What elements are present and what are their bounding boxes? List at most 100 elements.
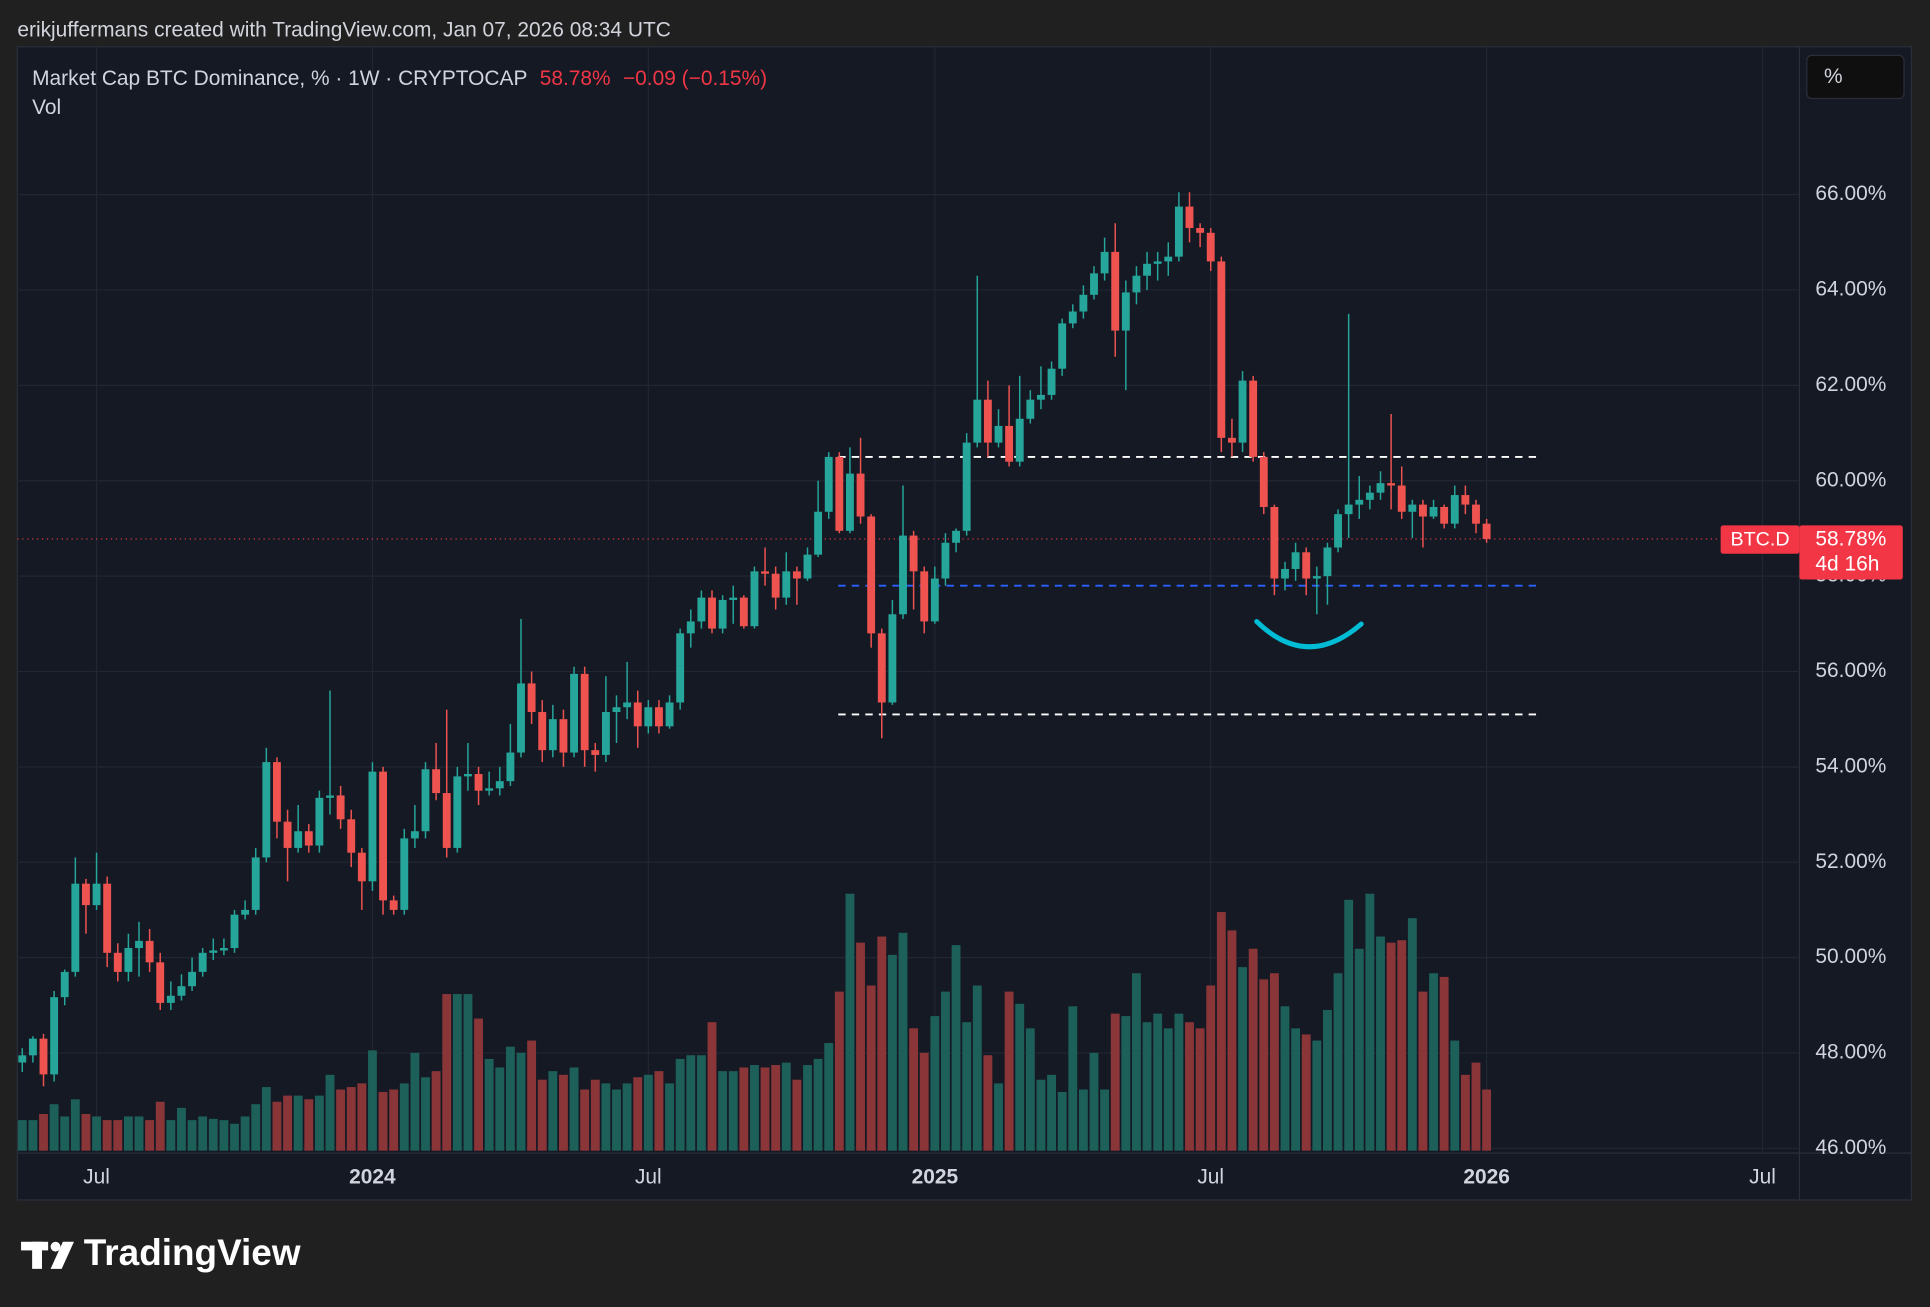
volume-bar	[834, 991, 844, 1151]
volume-bar	[771, 1065, 781, 1151]
candle-body	[941, 542, 950, 579]
candle-body	[336, 795, 345, 820]
volume-bar	[39, 1113, 48, 1151]
volume-bar	[219, 1120, 229, 1151]
volume-bar	[824, 1043, 834, 1151]
volume-bar	[559, 1074, 568, 1151]
candle-body	[241, 909, 250, 915]
volume-bar	[484, 1058, 494, 1151]
candle-body	[442, 793, 451, 848]
candle-body	[368, 771, 377, 882]
volume-bar	[718, 1071, 728, 1151]
candle-body	[1037, 394, 1045, 400]
candle-body	[676, 633, 685, 703]
volume-bar	[537, 1079, 547, 1151]
x-tick-label: Jul	[83, 1165, 110, 1188]
candle-body	[326, 795, 334, 798]
candle-body	[665, 702, 674, 727]
candle-body	[1419, 504, 1427, 517]
volume-bar	[1259, 979, 1269, 1151]
volume-bar	[261, 1087, 271, 1151]
candle-body	[1121, 292, 1130, 331]
volume-bar	[633, 1077, 643, 1151]
volume-bar	[251, 1104, 261, 1151]
volume-bar	[739, 1067, 749, 1151]
volume-bar	[1110, 1013, 1120, 1151]
volume-bar	[813, 1058, 823, 1151]
candle-body	[1461, 495, 1470, 505]
candle-body	[1323, 547, 1332, 577]
candle-body	[135, 940, 143, 949]
volume-bar	[1269, 973, 1279, 1151]
candle-body	[464, 774, 472, 777]
candle-body	[421, 769, 430, 832]
volume-bar	[399, 1083, 409, 1151]
volume-bar	[1291, 1028, 1301, 1151]
volume-bar	[272, 1101, 282, 1151]
candle-body	[124, 948, 133, 972]
volume-bar	[686, 1055, 696, 1151]
y-tick-label: 48.00%	[1815, 1040, 1886, 1063]
volume-bar	[930, 1016, 940, 1151]
candle-body	[251, 857, 260, 910]
candle-body	[1472, 504, 1480, 524]
volume-bar	[1089, 1052, 1099, 1151]
volume-bar	[1100, 1089, 1110, 1151]
volume-bar	[1482, 1089, 1492, 1151]
x-tick-label: Jul	[1197, 1165, 1224, 1188]
volume-bar	[1036, 1079, 1046, 1151]
candles	[18, 192, 1491, 1087]
chart-pane	[16, 46, 1913, 1201]
volume-bar	[1301, 1034, 1311, 1151]
last-value: 58.78%	[540, 66, 611, 89]
candle-body	[474, 774, 483, 791]
volume-bar	[60, 1116, 70, 1151]
volume-bar	[1248, 948, 1258, 1151]
candle-body	[1408, 504, 1417, 512]
volume-bar	[1439, 976, 1449, 1151]
volume-bar	[177, 1107, 186, 1151]
candle-body	[1143, 263, 1151, 276]
x-tick-label: 2026	[1463, 1165, 1510, 1188]
candle-body	[315, 797, 324, 846]
candle-body	[973, 399, 982, 443]
symbol-tag	[1720, 525, 1800, 554]
volume-bar	[1057, 1091, 1067, 1151]
volume-bar	[1121, 1016, 1131, 1151]
attribution: erikjuffermans created with TradingView.…	[17, 18, 670, 41]
volume-bar	[792, 1079, 802, 1151]
volume-bar	[1227, 930, 1237, 1151]
candle-body	[601, 712, 610, 755]
volume-bar	[1344, 899, 1354, 1151]
candle-body	[1015, 418, 1024, 462]
volume-bar	[357, 1083, 367, 1151]
candle-body	[644, 707, 653, 727]
candle-body	[1440, 506, 1449, 524]
candle-body	[283, 821, 292, 848]
candle-body	[1111, 251, 1120, 331]
volume-bar	[155, 1101, 165, 1151]
volume-bar	[463, 994, 473, 1151]
volume-bar	[1407, 918, 1417, 1151]
candle-body	[1365, 492, 1374, 500]
candle-body	[1259, 456, 1268, 507]
scale-button[interactable]	[1806, 54, 1905, 100]
scale-button-label[interactable]: %	[1824, 65, 1843, 88]
volume-bar	[230, 1123, 239, 1151]
volume-bar	[70, 1099, 80, 1151]
candle-body	[548, 719, 557, 751]
candle-body	[379, 771, 387, 901]
volume-bar	[1185, 1022, 1194, 1151]
volume-bar	[919, 1052, 929, 1151]
volume-bar	[1195, 1028, 1205, 1151]
candle-body	[708, 597, 716, 629]
volume-bar	[643, 1074, 653, 1151]
candle-body	[612, 707, 621, 713]
candle-body	[18, 1055, 27, 1063]
brand: TradingView	[84, 1232, 301, 1273]
volume-bar	[134, 1116, 144, 1151]
candle-body	[559, 719, 568, 753]
y-tick-label: 66.00%	[1815, 182, 1886, 205]
candle-body	[230, 914, 239, 949]
volume-bar	[452, 994, 462, 1151]
